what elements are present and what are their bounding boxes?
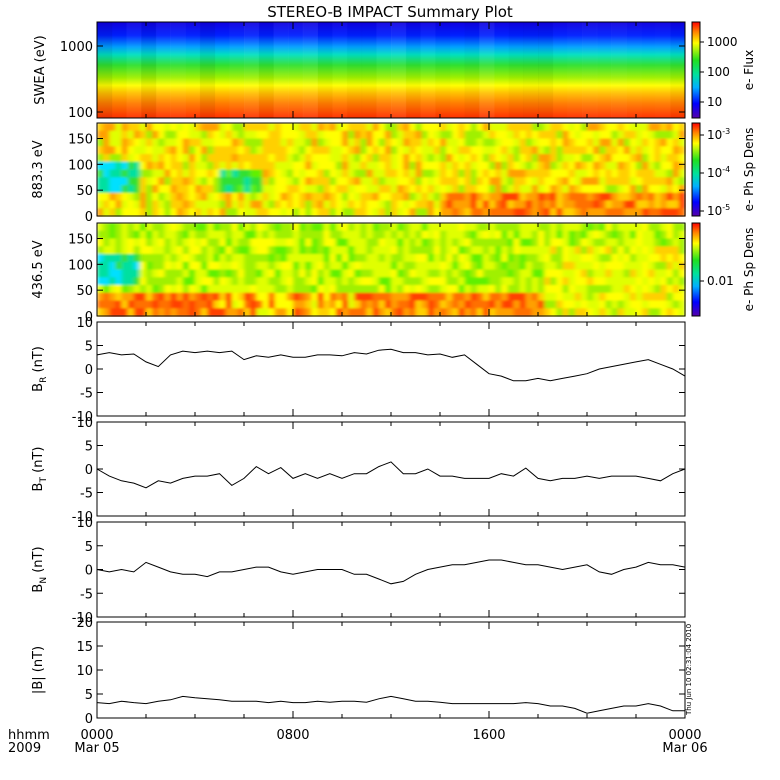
panel-frame	[96, 521, 686, 618]
y-tick-label: 100	[68, 258, 93, 273]
y-tick-label: 100	[68, 106, 93, 121]
y-tick-label: 0	[85, 310, 93, 325]
y-axis-label: |B| (nT)	[31, 646, 46, 694]
y-tick-label: -5	[80, 387, 93, 402]
y-tick-label: 0	[85, 712, 93, 727]
y-tick-label: 50	[76, 184, 93, 199]
x-tick-label: 0000	[80, 728, 113, 743]
y-tick-label: 10	[76, 316, 93, 331]
panel-frame	[96, 421, 686, 517]
colorbar-tick-label: 0.01	[707, 274, 734, 288]
colorbar-tick-label: 10	[707, 95, 722, 109]
generation-timestamp: Thu Jun 10 02:31:04 2010	[685, 624, 693, 716]
y-tick-label: 0	[85, 210, 93, 225]
y-tick-label: 50	[76, 284, 93, 299]
panel-3: 0.01 e- Ph Sp Dens 150 100 50 0 436.5 eV	[31, 222, 756, 325]
panel-5: 10 5 0 -5 -10 BT (nT)	[31, 416, 686, 525]
y-tick-label: -5	[80, 587, 93, 602]
y-axis-label: BR (nT)	[31, 346, 49, 392]
colorbar: 0.01 e- Ph Sp Dens	[691, 222, 756, 317]
x-tick-label: 1600	[472, 728, 505, 743]
colorbar-tick-label: 1000	[707, 35, 738, 49]
y-tick-label: 10	[76, 664, 93, 679]
series-line	[96, 559, 686, 585]
y-axis-label: 883.3 eV	[31, 140, 46, 198]
x-tick-label: 0000	[668, 728, 701, 743]
y-axis-label: BT (nT)	[31, 447, 49, 492]
panel-4: 10 5 0 -5 -10 BR (nT)	[31, 316, 686, 425]
y-tick-label: -10	[72, 410, 93, 425]
colorbar-tick-label: 100	[707, 65, 730, 79]
y-tick-label: 0	[85, 564, 93, 579]
plot-title: STEREO-B IMPACT Summary Plot	[267, 3, 513, 21]
y-tick-label: 1000	[60, 40, 93, 55]
panel-6: 10 5 0 -5 -10 BN (nT)	[31, 516, 686, 626]
colorbar: 1000 100 10 e- Flux	[691, 21, 756, 119]
colorbar-label: e- Ph Sp Dens	[742, 128, 756, 212]
colorbar-tick-label: 10-3	[707, 127, 730, 142]
x-tick-label: 0800	[276, 728, 309, 743]
panel-7: 20 15 10 5 0 |B| (nT)	[31, 616, 686, 727]
footer-hhmm: hhmm	[8, 728, 50, 743]
colorbar: 10-3 10-4 10-5 e- Ph Sp Dens	[691, 122, 756, 218]
series-line	[96, 348, 686, 382]
y-axis-label: SWEA (eV)	[33, 35, 48, 104]
y-tick-label: -10	[72, 611, 93, 626]
y-tick-label: -5	[80, 487, 93, 502]
heatmap-image	[97, 223, 686, 317]
panel-2: 10-3 10-4 10-5 e- Ph Sp Dens 150 100 50 0 883.3 …	[31, 122, 756, 225]
y-axis-label: 436.5 eV	[31, 240, 46, 298]
colorbar-tick-label: 10-5	[707, 203, 730, 218]
y-tick-label: 5	[85, 440, 93, 455]
heatmap-image	[97, 123, 686, 217]
y-tick-label: 5	[85, 340, 93, 355]
x-tick-date: Mar 05	[74, 741, 119, 756]
y-tick-label: 150	[68, 133, 93, 148]
y-tick-label: 20	[76, 616, 93, 631]
panel-1: 1000 100 10 e- Flux 1000 100 SWEA (eV)	[33, 21, 756, 121]
panel-frame	[96, 621, 686, 719]
y-tick-label: 150	[68, 233, 93, 248]
footer-year: 2009	[8, 741, 41, 756]
y-tick-label: 10	[76, 516, 93, 531]
series-line	[96, 695, 685, 714]
y-tick-label: 100	[68, 158, 93, 173]
series-line	[96, 461, 686, 489]
colorbar-tick-label: 10-4	[707, 165, 730, 180]
panel-frame	[96, 321, 686, 417]
y-tick-label: 5	[85, 688, 93, 703]
y-tick-label: 10	[76, 416, 93, 431]
x-tick-date: Mar 06	[662, 741, 707, 756]
colorbar-label: e- Ph Sp Dens	[742, 228, 756, 312]
y-tick-label: 5	[85, 540, 93, 555]
y-tick-label: 0	[85, 363, 93, 378]
y-axis-label: BN (nT)	[31, 546, 49, 592]
colorbar-label: e- Flux	[742, 50, 756, 90]
y-tick-label: 15	[76, 640, 93, 655]
y-tick-label: 0	[85, 463, 93, 478]
heatmap-image	[97, 22, 685, 118]
y-tick-label: -10	[72, 510, 93, 525]
